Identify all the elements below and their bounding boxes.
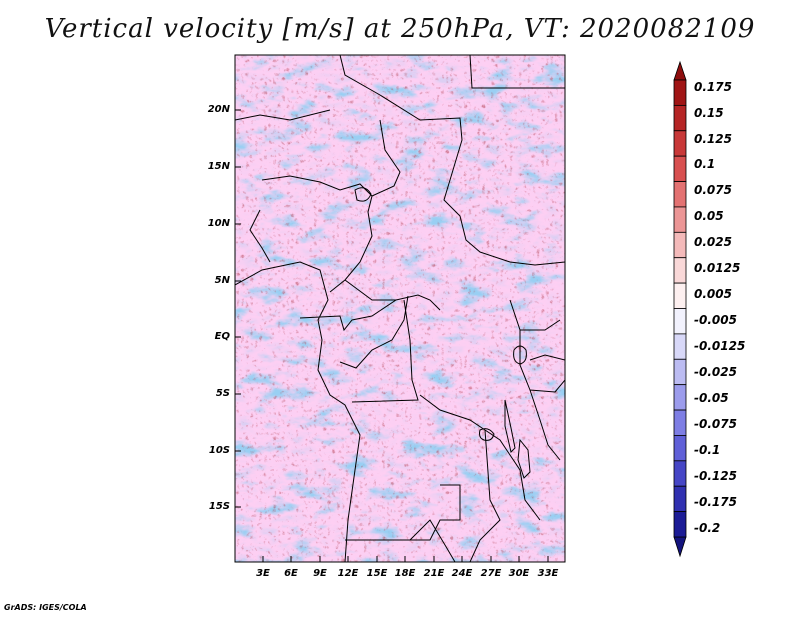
colorbar-swatch <box>673 231 687 259</box>
colorbar-label: -0.2 <box>694 521 721 535</box>
lon-label-27e: 27E <box>480 568 502 579</box>
colorbar-swatch <box>673 282 687 309</box>
convective-speckle <box>235 55 565 562</box>
colorbar-label: 0.125 <box>694 132 732 146</box>
colorbar-swatch <box>673 79 687 106</box>
colorbar-swatch <box>673 384 687 411</box>
lon-label-15e: 15E <box>366 568 388 579</box>
colorbar-label: 0.05 <box>694 209 724 223</box>
colorbar-label: 0.075 <box>694 183 732 197</box>
colorbar-swatch <box>673 206 687 233</box>
lon-label-18e: 18E <box>394 568 416 579</box>
country-borders <box>235 55 565 562</box>
colorbar-swatch <box>673 333 687 360</box>
colorbar-bottom-arrow <box>673 536 687 558</box>
colorbar-label: -0.05 <box>694 391 729 405</box>
colorbar-swatch <box>673 104 687 132</box>
colorbar-label: -0.175 <box>694 495 737 509</box>
colorbar-label: 0.025 <box>694 235 732 249</box>
colorbar-swatch <box>673 257 687 284</box>
map-title: Vertical velocity [m/s] at 250hPa, VT: 2… <box>44 14 756 44</box>
colorbar-boxes <box>673 79 687 538</box>
colorbar-swatch <box>673 460 687 487</box>
lakes <box>354 187 531 479</box>
colorbar-label: -0.125 <box>694 469 737 483</box>
lat-label-5s: 5S <box>215 388 230 399</box>
lat-label-10s: 10S <box>208 445 230 456</box>
colorbar-label: -0.0125 <box>694 339 746 353</box>
lon-label-12e: 12E <box>337 568 359 579</box>
lat-label-10n: 10N <box>207 218 230 229</box>
lon-label-9e: 9E <box>313 568 327 579</box>
colorbar-swatch <box>673 435 687 462</box>
colorbar-label: -0.1 <box>694 443 721 457</box>
colorbar-swatch <box>673 485 687 513</box>
map-ticks <box>235 109 549 562</box>
colorbar-label: -0.025 <box>694 365 737 379</box>
lat-label-15n: 15N <box>207 161 230 172</box>
lat-label-5n: 5N <box>214 275 230 286</box>
lat-label-20n: 20N <box>207 104 230 115</box>
colorbar-label: 0.0125 <box>694 261 741 275</box>
colorbar-label: 0.15 <box>694 106 724 120</box>
colorbar-label: -0.005 <box>694 313 737 327</box>
colorbar-swatch <box>673 130 687 157</box>
colorbar-swatch <box>673 181 687 208</box>
colorbar-swatch <box>673 511 687 538</box>
lon-label-6e: 6E <box>284 568 298 579</box>
colorbar-swatch <box>673 409 687 436</box>
lat-label-15s: 15S <box>208 501 230 512</box>
colorbar-top-arrow <box>673 60 687 81</box>
colorbar-label: 0.1 <box>694 157 716 171</box>
lat-label-eq: EQ <box>214 331 230 342</box>
colorbar-label: 0.175 <box>694 80 732 94</box>
colorbar-swatch <box>673 155 687 182</box>
lon-label-21e: 21E <box>423 568 445 579</box>
lon-label-30e: 30E <box>508 568 530 579</box>
lon-label-3e: 3E <box>256 568 270 579</box>
lon-label-33e: 33E <box>537 568 559 579</box>
colorbar-swatch <box>673 358 687 386</box>
credit-text: GrADS: IGES/COLA <box>4 603 87 612</box>
colorbar-swatch <box>673 308 687 335</box>
lon-label-24e: 24E <box>451 568 473 579</box>
colorbar-label: -0.075 <box>694 417 737 431</box>
map-frame <box>234 54 566 563</box>
colorbar-label: 0.005 <box>694 287 732 301</box>
